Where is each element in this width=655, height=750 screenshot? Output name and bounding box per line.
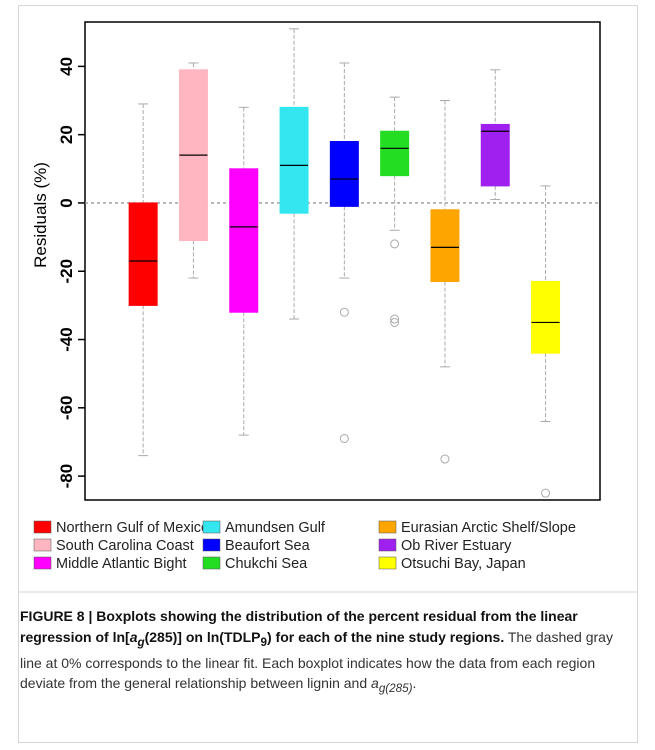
- caption-sub: g: [137, 635, 145, 649]
- legend-label: South Carolina Coast: [56, 538, 194, 554]
- legend-swatch: [202, 520, 221, 534]
- legend-swatch: [33, 520, 52, 534]
- box: [430, 209, 460, 282]
- caption: FIGURE 8 | Boxplots showing the distribu…: [20, 606, 630, 700]
- figure-frame: [18, 5, 638, 743]
- y-tick-label: -40: [57, 327, 76, 352]
- legend-swatch: [33, 538, 52, 552]
- y-tick-label: 0: [57, 198, 76, 207]
- legend-label: Chukchi Sea: [225, 556, 308, 572]
- outlier: [541, 488, 551, 498]
- outlier: [440, 454, 450, 464]
- caption-text: The dashed gray line at 0% corresponds t…: [20, 628, 613, 692]
- legend-label: Middle Atlantic Bight: [56, 556, 187, 572]
- y-tick-label: -80: [57, 464, 76, 489]
- box: [480, 123, 510, 187]
- y-tick-label: 20: [57, 125, 76, 144]
- box: [380, 130, 410, 177]
- legend-swatch: [378, 520, 397, 534]
- outlier: [390, 239, 400, 249]
- caption-text: .: [412, 675, 417, 692]
- legend-swatch: [378, 556, 397, 570]
- box: [279, 106, 309, 214]
- outlier: [390, 314, 400, 324]
- box: [329, 141, 359, 207]
- legend-label: Otsuchi Bay, Japan: [401, 556, 526, 572]
- legend-swatch: [33, 556, 52, 570]
- legend-swatch: [378, 538, 397, 552]
- legend-label: Amundsen Gulf: [225, 520, 326, 536]
- plot-frame: [84, 21, 601, 501]
- box: [229, 168, 259, 313]
- legend-label: Ob River Estuary: [401, 538, 512, 554]
- caption-sub: 9: [260, 635, 267, 649]
- legend-swatch: [202, 538, 221, 552]
- box: [128, 202, 158, 306]
- outlier: [390, 317, 400, 327]
- y-axis-label: Residuals (%): [31, 162, 50, 268]
- box: [531, 280, 561, 354]
- caption-text: ) for each of the nine study regions.: [266, 628, 505, 645]
- caption-sub: g(285): [378, 682, 413, 696]
- legend-label: Eurasian Arctic Shelf/Slope: [401, 520, 576, 536]
- legend-label: Beaufort Sea: [225, 538, 311, 554]
- legend-swatch: [202, 556, 221, 570]
- legend-label: Northern Gulf of Mexico: [56, 520, 209, 536]
- y-tick-label: 40: [57, 57, 76, 76]
- caption-text: FIGURE 8 | Boxplots showing the distribu…: [20, 608, 578, 645]
- caption-italic: a: [371, 675, 379, 692]
- chart: Residuals (%) -80 -60 -40 -20 0 20 40 Northern …: [18, 21, 638, 593]
- y-tick-label: -20: [57, 259, 76, 284]
- y-tick-label: -60: [57, 396, 76, 421]
- outlier: [339, 434, 349, 444]
- caption-italic: a: [129, 628, 138, 645]
- outlier: [339, 307, 349, 317]
- caption-text: (285)] on ln(TDLP: [144, 628, 261, 645]
